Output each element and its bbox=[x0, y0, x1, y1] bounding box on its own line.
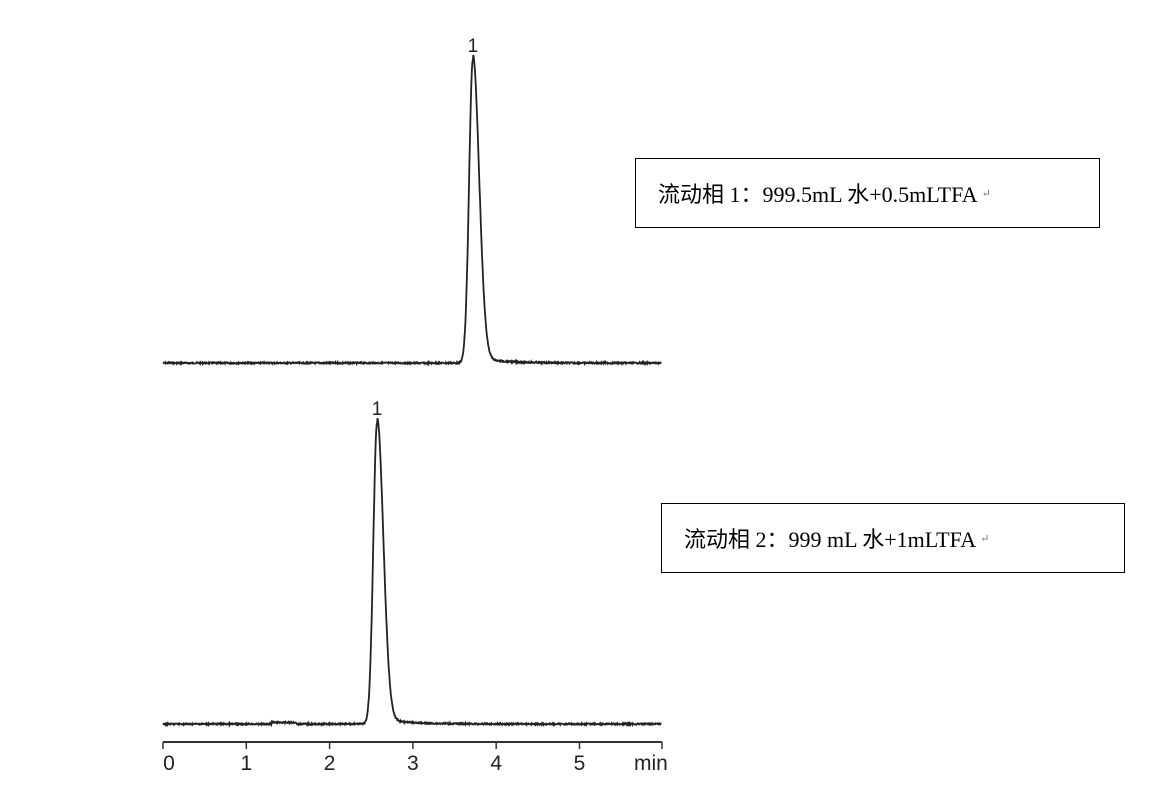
legend-box-mobile-phase-1: 流动相 1：999.5mL 水+0.5mLTFA ↵ bbox=[635, 158, 1100, 228]
x-tick-label: 2 bbox=[324, 752, 336, 775]
x-tick-label: 3 bbox=[407, 752, 419, 775]
legend-text-mobile-phase-1: 流动相 1：999.5mL 水+0.5mLTFA bbox=[658, 182, 978, 207]
x-tick-label: 4 bbox=[490, 752, 502, 775]
legend-text-mobile-phase-2: 流动相 2：999 mL 水+1mLTFA bbox=[684, 527, 977, 552]
peak-label: 1 bbox=[372, 399, 383, 420]
x-axis-unit: min bbox=[634, 752, 668, 775]
paragraph-mark-icon: ↵ bbox=[981, 187, 991, 200]
chromatogram-trace-1 bbox=[162, 54, 662, 367]
paragraph-mark-icon: ↵ bbox=[980, 532, 990, 545]
peak-label: 1 bbox=[468, 36, 479, 57]
x-tick-label: 1 bbox=[240, 752, 252, 775]
x-tick-label: 5 bbox=[574, 752, 586, 775]
x-tick-label: 0 bbox=[163, 752, 175, 775]
chromatogram-trace-2 bbox=[162, 418, 662, 728]
legend-box-mobile-phase-2: 流动相 2：999 mL 水+1mLTFA ↵ bbox=[661, 503, 1125, 573]
